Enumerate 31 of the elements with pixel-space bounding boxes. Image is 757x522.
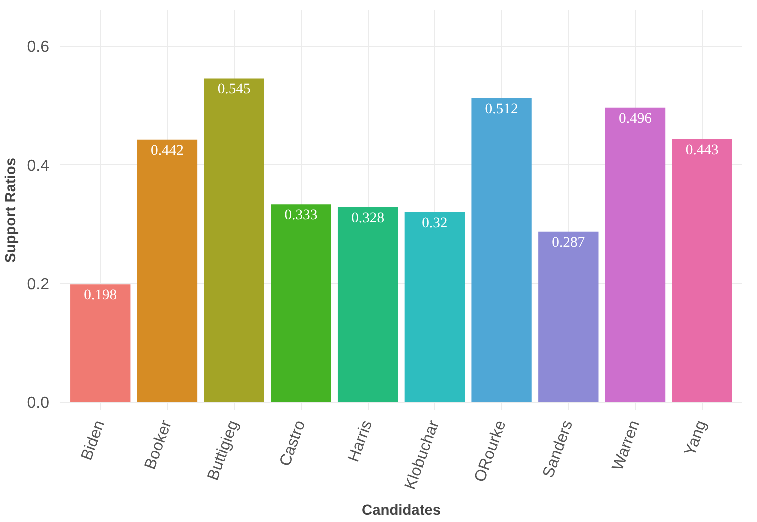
data-label: 0.512 (485, 101, 518, 118)
bar (338, 208, 398, 402)
x-tick-label: Biden (78, 418, 109, 463)
data-label: 0.443 (686, 142, 719, 158)
bar (404, 212, 466, 402)
x-tick-label: Harris (345, 418, 376, 464)
x-tick-label: Castro (277, 418, 310, 469)
data-label: 0.545 (218, 82, 251, 98)
data-label: 0.496 (619, 110, 652, 127)
bar (204, 78, 264, 402)
data-label: 0.32 (422, 215, 448, 232)
data-label: 0.333 (284, 208, 318, 224)
x-tick-label: Booker (142, 418, 176, 472)
x-tick-label: Yang (682, 418, 710, 458)
x-axis-title: Candidates (362, 503, 441, 520)
y-tick-label: 0.2 (27, 276, 50, 294)
data-label: 0.287 (552, 234, 586, 251)
bar (70, 284, 131, 402)
y-axis-title: Support Ratios (3, 158, 20, 264)
y-tick-label: 0.6 (27, 39, 50, 56)
data-label: 0.198 (84, 288, 118, 304)
y-tick-label: 0.0 (27, 395, 50, 412)
bar (472, 98, 532, 402)
data-label: 0.328 (352, 210, 385, 227)
bar (605, 108, 666, 402)
data-label: 0.442 (150, 142, 184, 159)
bar (538, 232, 599, 402)
bar (672, 139, 732, 402)
bar (137, 140, 198, 402)
bar (271, 204, 332, 402)
y-tick-label: 0.4 (27, 158, 50, 175)
